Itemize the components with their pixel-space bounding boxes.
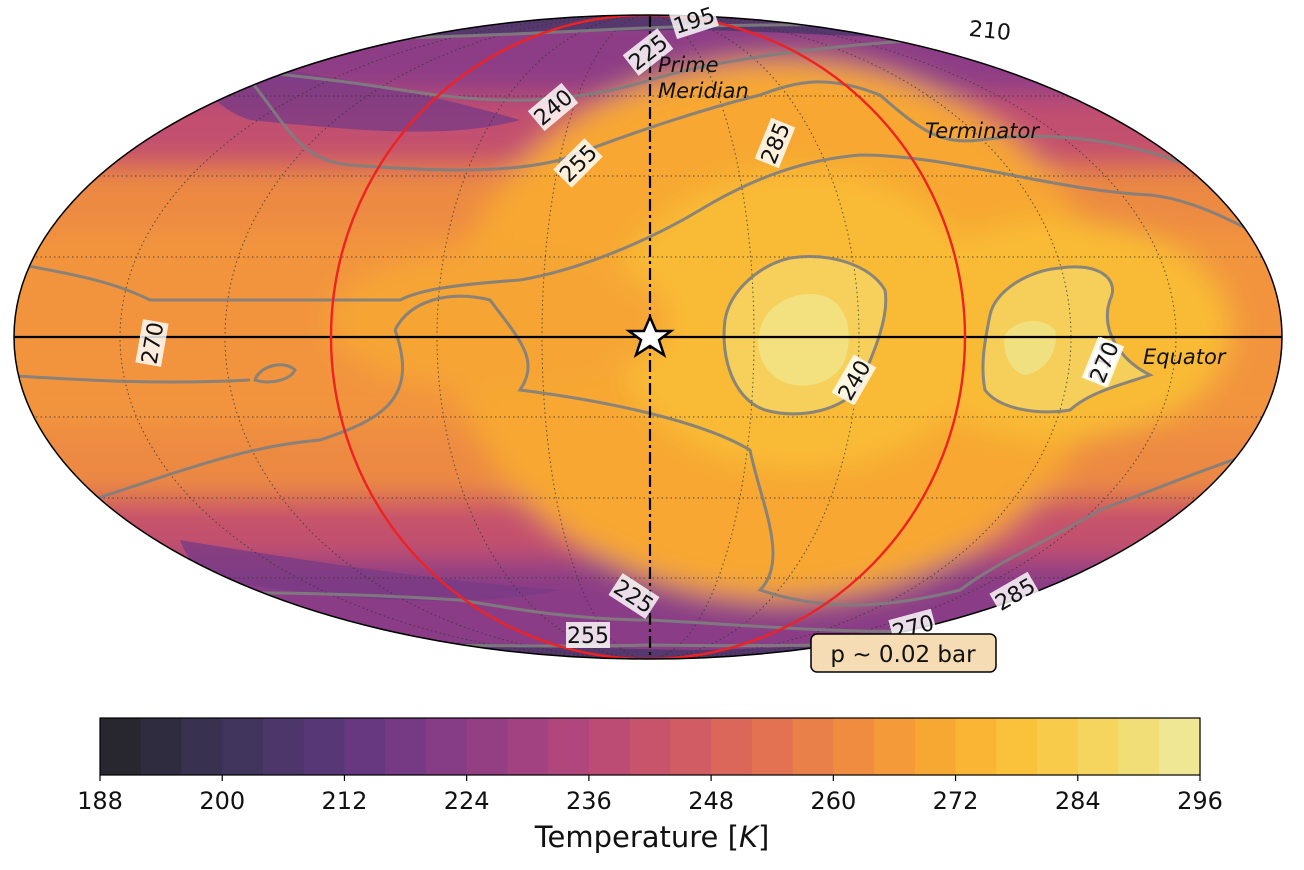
colorbar-swatch [385, 718, 427, 775]
colorbar-swatch [1118, 718, 1160, 775]
colorbar-tick-label: 188 [77, 787, 123, 815]
colorbar-swatch [670, 718, 712, 775]
map-border [13, 14, 1283, 660]
colorbar-swatch [874, 718, 916, 775]
colorbar-swatch [100, 718, 142, 775]
colorbar-swatches [100, 718, 1201, 775]
colorbar-swatch [507, 718, 549, 775]
colorbar-swatch [711, 718, 753, 775]
colorbar-swatch [466, 718, 509, 775]
colorbar-swatch [181, 718, 223, 775]
colorbar-border [99, 717, 1201, 776]
map-panel: 1952102252402552702852402102252552702852… [13, 3, 1283, 673]
colorbar-tick-label: 248 [688, 787, 734, 815]
colorbar-tick-label: 200 [199, 787, 245, 815]
colorbar-label-text: Temperature [ [534, 820, 739, 854]
colorbar-swatch [629, 718, 671, 775]
terminator-annotation: Terminator [925, 119, 1040, 143]
terminator-lines [329, 15, 967, 659]
prime-meridian-annotation: Prime Meridian [658, 53, 749, 103]
svg-text:210: 210 [968, 17, 1012, 46]
colorbar-swatch [792, 718, 834, 775]
prime-meridian-line2: Meridian [658, 79, 749, 103]
colorbar-swatch [425, 718, 468, 775]
pressure-label: p ~ 0.02 bar [830, 642, 976, 668]
colorbar-swatch [262, 718, 305, 775]
equator-annotation: Equator [1143, 345, 1227, 369]
svg-text:255: 255 [567, 624, 609, 649]
colorbar-tick-label: 296 [1177, 787, 1223, 815]
colorbar-swatch [1077, 718, 1120, 775]
colorbar-swatch [548, 718, 590, 775]
colorbar-swatch [751, 718, 794, 775]
colorbar-swatch [1159, 718, 1201, 775]
colorbar-swatch [1037, 718, 1079, 775]
colorbar-ticks: 188 200 212 224 236 248 260 272 284 296 [77, 775, 1223, 815]
colorbar-swatch [344, 718, 386, 775]
colorbar-swatch [303, 718, 346, 775]
prime-meridian-line1: Prime [658, 53, 719, 77]
colorbar-swatch [833, 718, 875, 775]
substellar-star-icon [625, 313, 675, 358]
contour-label: 255 [566, 622, 610, 649]
colorbar-label: Temperature [K] [534, 820, 770, 854]
colorbar-tick-label: 224 [444, 787, 490, 815]
colorbar-tick-label: 212 [322, 787, 368, 815]
colorbar-tick-label: 272 [933, 787, 979, 815]
colorbar-swatch [140, 718, 183, 775]
contour-label: 210 [966, 14, 1014, 46]
pressure-annotation: p ~ 0.02 bar [810, 633, 997, 673]
colorbar-tick-label: 236 [566, 787, 612, 815]
colorbar-swatch [222, 718, 264, 775]
colorbar-label-end: ] [758, 820, 769, 854]
colorbar-tick-label: 260 [810, 787, 856, 815]
contour-label: 285 [989, 571, 1041, 617]
colorbar-swatch [996, 718, 1038, 775]
colorbar-label-unit: K [739, 820, 760, 854]
colorbar-tick-label: 284 [1055, 787, 1101, 815]
colorbar: 188 200 212 224 236 248 260 272 284 296 Temperatu… [77, 717, 1223, 854]
colorbar-swatch [588, 718, 631, 775]
colorbar-swatch [955, 718, 997, 775]
colorbar-swatch [914, 718, 957, 775]
